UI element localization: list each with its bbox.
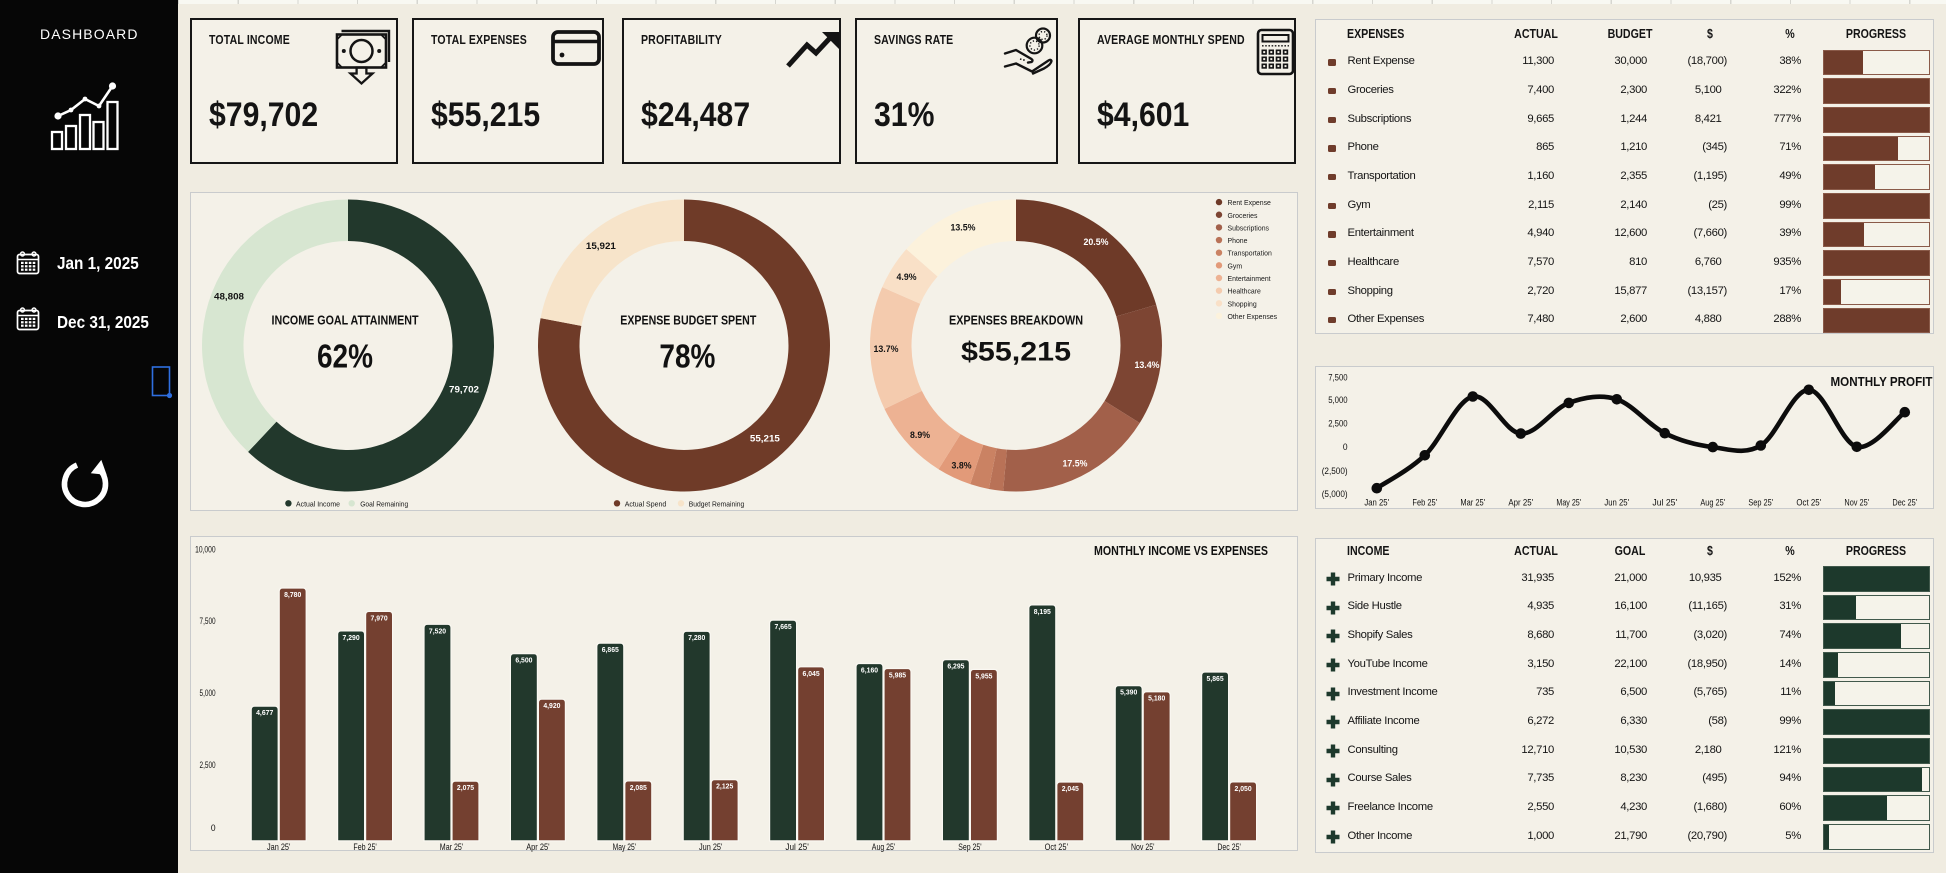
svg-text:8.9%: 8.9% <box>910 430 931 441</box>
svg-text:0: 0 <box>210 823 215 834</box>
svg-text:7,280: 7,280 <box>688 635 705 642</box>
svg-text:Healthcare: Healthcare <box>1227 286 1260 295</box>
svg-text:6,160: 6,160 <box>860 667 877 674</box>
svg-text:4,677: 4,677 <box>256 710 273 717</box>
svg-text:8,780: 8,780 <box>284 592 301 599</box>
svg-text:Shopping: Shopping <box>1227 299 1256 308</box>
svg-text:Budget Remaining: Budget Remaining <box>688 499 744 508</box>
svg-text:Oct 25': Oct 25' <box>1796 497 1821 507</box>
svg-text:Other Expenses: Other Expenses <box>1227 311 1277 320</box>
svg-text:(2,500): (2,500) <box>1321 465 1347 476</box>
svg-text:Jun 25': Jun 25' <box>1604 497 1629 507</box>
svg-text:Transportation: Transportation <box>1227 248 1271 257</box>
svg-text:6,045: 6,045 <box>802 670 819 677</box>
svg-text:8,195: 8,195 <box>1033 608 1050 615</box>
svg-text:EXPENSE BUDGET SPENT: EXPENSE BUDGET SPENT <box>620 312 756 327</box>
svg-text:4.9%: 4.9% <box>896 272 917 283</box>
svg-text:5,180: 5,180 <box>1148 695 1165 702</box>
svg-text:10,000: 10,000 <box>195 544 216 555</box>
svg-text:7,520: 7,520 <box>428 628 445 635</box>
svg-text:3.8%: 3.8% <box>951 460 972 471</box>
svg-text:79,702: 79,702 <box>449 384 479 395</box>
svg-text:2,500: 2,500 <box>199 759 215 770</box>
svg-text:4,920: 4,920 <box>543 703 560 710</box>
svg-text:2,050: 2,050 <box>1234 785 1251 792</box>
svg-text:Dec 25': Dec 25' <box>1217 841 1241 851</box>
svg-text:May 25': May 25' <box>612 841 636 851</box>
svg-text:20.5%: 20.5% <box>1083 237 1109 248</box>
svg-text:7,500: 7,500 <box>199 615 215 626</box>
svg-text:Nov 25': Nov 25' <box>1131 841 1155 851</box>
svg-text:13.4%: 13.4% <box>1134 360 1160 371</box>
svg-text:Oct 25': Oct 25' <box>1044 841 1068 851</box>
svg-text:5,000: 5,000 <box>199 688 215 699</box>
svg-text:5,955: 5,955 <box>975 673 992 680</box>
svg-text:5,390: 5,390 <box>1120 689 1137 696</box>
svg-text:MONTHLY INCOME VS EXPENSES: MONTHLY INCOME VS EXPENSES <box>1094 543 1268 558</box>
svg-text:Sep 25': Sep 25' <box>1748 497 1773 507</box>
svg-text:7,500: 7,500 <box>1328 372 1347 383</box>
svg-text:Nov 25': Nov 25' <box>1844 497 1869 507</box>
svg-text:INCOME GOAL ATTAINMENT: INCOME GOAL ATTAINMENT <box>271 312 418 327</box>
svg-text:Mar 25': Mar 25' <box>439 841 463 851</box>
svg-text:Goal Remaining: Goal Remaining <box>360 499 408 508</box>
svg-text:Jun 25': Jun 25' <box>699 841 723 851</box>
svg-text:Mar 25': Mar 25' <box>1460 497 1485 507</box>
svg-text:Sep 25': Sep 25' <box>958 841 982 851</box>
svg-text:6,865: 6,865 <box>601 647 618 654</box>
svg-text:Phone: Phone <box>1227 236 1247 245</box>
svg-text:Apr 25': Apr 25' <box>1508 497 1533 507</box>
svg-text:EXPENSES BREAKDOWN: EXPENSES BREAKDOWN <box>949 312 1083 327</box>
svg-text:(5,000): (5,000) <box>1321 489 1347 500</box>
svg-text:7,970: 7,970 <box>370 615 387 622</box>
svg-text:2,125: 2,125 <box>716 783 733 790</box>
svg-text:Subscriptions: Subscriptions <box>1227 223 1269 232</box>
svg-text:Rent Expense: Rent Expense <box>1227 198 1270 207</box>
svg-text:Actual Spend: Actual Spend <box>624 499 666 508</box>
svg-text:2,085: 2,085 <box>629 784 646 791</box>
svg-text:Feb 25': Feb 25' <box>353 841 377 851</box>
svg-text:5,000: 5,000 <box>1328 395 1347 406</box>
svg-text:Jan 25': Jan 25' <box>267 841 291 851</box>
svg-text:2,075: 2,075 <box>456 785 473 792</box>
svg-text:13.5%: 13.5% <box>950 222 976 233</box>
svg-text:7,290: 7,290 <box>342 634 359 641</box>
svg-text:Gym: Gym <box>1227 261 1242 270</box>
svg-text:Jul 25': Jul 25' <box>785 841 809 851</box>
svg-text:May 25': May 25' <box>1556 497 1581 507</box>
svg-text:6,500: 6,500 <box>515 657 532 664</box>
svg-text:5,985: 5,985 <box>888 672 905 679</box>
svg-text:Entertainment: Entertainment <box>1227 274 1271 283</box>
svg-text:5,865: 5,865 <box>1206 675 1223 682</box>
svg-text:Groceries: Groceries <box>1227 210 1257 219</box>
svg-text:6,295: 6,295 <box>947 663 964 670</box>
svg-text:Jul 25': Jul 25' <box>1652 497 1677 507</box>
svg-text:Actual Income: Actual Income <box>296 499 340 508</box>
svg-text:78%: 78% <box>659 337 715 374</box>
svg-text:MONTHLY PROFIT: MONTHLY PROFIT <box>1830 374 1932 389</box>
svg-text:$55,215: $55,215 <box>961 336 1071 366</box>
svg-text:7,665: 7,665 <box>774 624 791 631</box>
svg-text:55,215: 55,215 <box>749 433 780 444</box>
svg-text:48,808: 48,808 <box>214 291 244 302</box>
svg-text:2,045: 2,045 <box>1061 786 1078 793</box>
svg-text:Feb 25': Feb 25' <box>1412 497 1437 507</box>
svg-text:17.5%: 17.5% <box>1062 458 1088 469</box>
svg-text:2,500: 2,500 <box>1328 418 1347 429</box>
svg-text:0: 0 <box>1342 441 1347 452</box>
svg-text:Aug 25': Aug 25' <box>871 841 895 851</box>
svg-text:Dec 25': Dec 25' <box>1892 497 1917 507</box>
svg-text:Apr 25': Apr 25' <box>526 841 550 851</box>
svg-text:Aug 25': Aug 25' <box>1700 497 1725 507</box>
svg-text:62%: 62% <box>317 337 373 374</box>
svg-text:15,921: 15,921 <box>585 241 616 252</box>
svg-text:13.7%: 13.7% <box>873 344 899 355</box>
svg-text:Jan 25': Jan 25' <box>1364 497 1389 507</box>
